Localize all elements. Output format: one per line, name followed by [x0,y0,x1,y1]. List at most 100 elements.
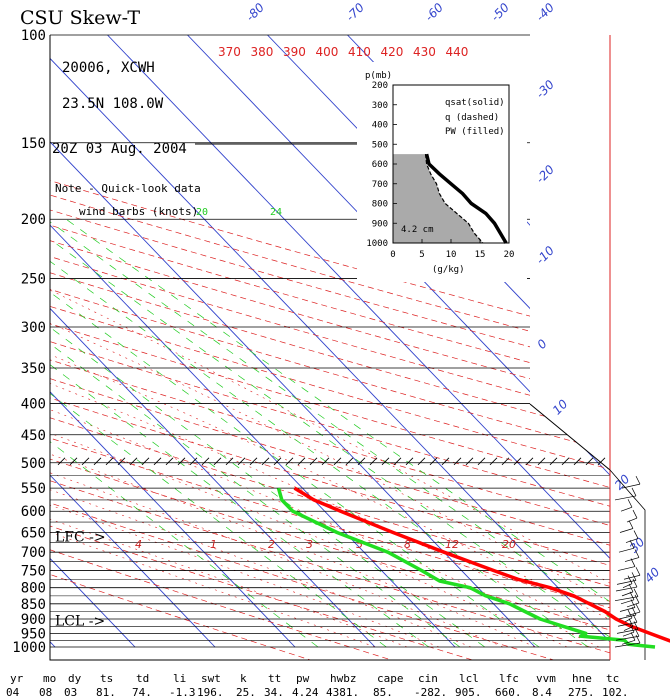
isotherm-label: 10 [550,397,571,418]
table-value: 34. [264,686,284,699]
note-line1: Note - Quick-look data [55,182,201,195]
marker-lfc: LFC -> [55,530,106,546]
inset-lines [424,153,508,244]
wind-barb [618,614,637,620]
wind-barb [624,557,640,562]
mixing-ratio-label: 8 [404,538,411,551]
wind-panel-edge [529,403,611,471]
wind-barb [622,583,633,589]
inset-background [357,62,527,282]
inset-ytick: 600 [372,160,388,170]
wind-barb-flag [628,618,634,627]
wind-barb-flag [635,567,641,576]
wind-barb [620,506,633,512]
isotherm-label: 20 [612,472,633,493]
hatch-mark [273,457,282,466]
inset-ytick: 800 [372,200,388,210]
inset-ytick: 900 [372,219,388,229]
wind-barb-flag [630,632,636,641]
hatch-mark [417,457,426,466]
isotherm-label: 0 [535,336,551,352]
table-header: hne [572,672,592,685]
wind-barb [626,517,638,523]
dry-adiabat [50,35,610,660]
hatch-mark [117,457,126,466]
isotherm-label: -80 [243,0,267,24]
inset-xtick: 0 [390,250,395,260]
wind-barb-flag [629,540,635,549]
hatch-mark [93,457,102,466]
isotherm-line [50,35,536,648]
hatch-mark [333,457,342,466]
theta-label: 410 [348,45,371,59]
wind-barb-flag [632,509,638,519]
pressure-label: 900 [21,612,46,628]
wind-barb [619,528,634,533]
isotherm-label: -70 [343,0,367,24]
inset-ytick: 700 [372,180,388,190]
moist-adiabat [50,244,610,648]
pressure-label: 950 [21,626,46,642]
wind-scale-label-0: 20 [196,207,208,218]
hatch-mark [129,457,138,466]
mixing-ratio-line [50,218,610,648]
hatch-mark [453,457,462,466]
pressure-label: 350 [21,361,46,377]
wind-barbs [614,475,641,648]
wind-barb [624,617,633,623]
table-value: 4.24 [292,686,319,699]
wind-barb [622,631,635,637]
hatch-mark [537,457,546,466]
table-value: 905. [455,686,482,699]
dry-adiabat [50,35,610,660]
isotherm-label: -10 [533,243,557,267]
wind-barb-flag [634,549,640,558]
isotherm-line [107,35,610,648]
mixing-ratio-label: 20 [502,538,516,551]
inset-ytick: 500 [372,140,388,150]
pw-area [393,154,483,243]
wind-barb [626,602,640,608]
hatch-mark [285,457,294,466]
isotherm-label: -40 [533,0,557,24]
table-header: yr [10,672,24,685]
wind-barb-flag [633,588,639,597]
mixing-ratio-line [50,218,319,648]
hatch-mark [57,457,66,466]
dry-adiabat [50,35,610,660]
hatch-mark [261,457,270,466]
station-location: 23.5N 108.0W [62,96,164,112]
dry-adiabat [50,35,610,660]
hatch-mark [141,457,150,466]
inset-pw-fill [393,154,483,243]
wind-barb [614,642,641,648]
moist-adiabat [50,244,440,648]
table-value: 08 [39,686,52,699]
wind-barb-flag [634,594,640,604]
theta-label: 430 [413,45,436,59]
wind-barb-flag [635,603,641,613]
mixing-ratio-label: 12 [445,538,459,551]
dry-adiabat [50,35,610,660]
wind-barb-flag [631,572,637,581]
temperature-profile [293,486,670,643]
hatch-mark [189,457,198,466]
q-line [424,154,484,244]
level-markers: LFC -> LCL -> [55,530,106,630]
isotherm-line [50,35,456,648]
dewpoint-profile [276,487,656,649]
theta-label: 380 [251,45,274,59]
moist-adiabat [50,244,610,648]
mixing-ratio-label: 3 [306,538,313,551]
mixing-ratio-line [50,218,540,648]
wind-barb-flag [631,487,637,497]
pressure-labels: 100 150 200 250 300 350 400 450 500 550 600 650 700 7… [12,28,46,656]
wind-barb [617,566,636,571]
table-header: swt [201,672,221,685]
hatch-mark [153,457,162,466]
hatch-mark [177,457,186,466]
table-value: 275. [568,686,595,699]
pressure-label: 850 [21,597,46,613]
hatch-mark [441,457,450,466]
